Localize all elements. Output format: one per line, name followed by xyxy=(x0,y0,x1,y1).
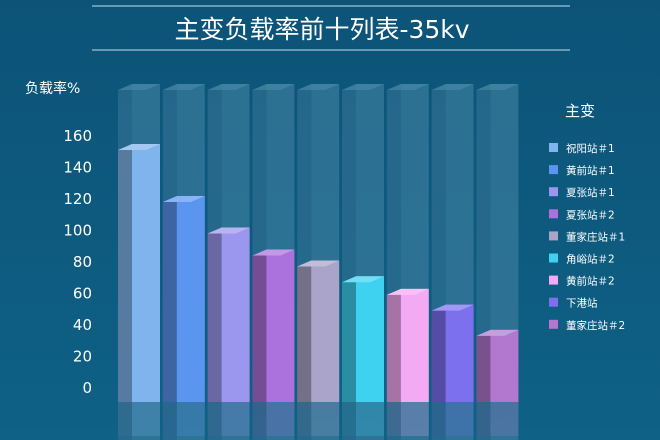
bar-top-face xyxy=(252,249,295,256)
legend-label: 黄前站＃1 xyxy=(566,164,615,177)
bar-front-face xyxy=(311,260,340,402)
legend-swatch xyxy=(549,143,558,152)
bar-front-face xyxy=(400,288,429,402)
legend-item: 黄前站＃2 xyxy=(549,275,615,288)
bars xyxy=(118,144,519,402)
legend-swatch xyxy=(549,231,558,241)
legend-item: 祝阳站＃1 xyxy=(549,142,615,155)
bar-side-face xyxy=(297,260,312,402)
legend-item: 黄前站＃1 xyxy=(549,164,615,177)
bar-front-face xyxy=(176,195,205,402)
chart-title: 主变负载率前十列表-35kv xyxy=(174,15,469,44)
bar-side-face xyxy=(252,249,267,402)
bar-front-face xyxy=(132,144,160,402)
bar-reflection xyxy=(386,402,429,436)
bar-reflection xyxy=(162,402,205,436)
legend-label: 董家庄站＃1 xyxy=(566,230,625,243)
legend-swatch xyxy=(549,187,558,197)
legend-label: 下港站 xyxy=(566,297,598,310)
legend-label: 董家庄站＃2 xyxy=(566,319,625,332)
legend-item: 董家庄站＃1 xyxy=(549,230,625,243)
y-axis-ticks: 0 20 40 60 80 100 120 140 160 xyxy=(63,127,92,397)
legend-label: 夏张站＃1 xyxy=(566,186,615,199)
bar-side-face xyxy=(162,195,177,402)
legend-swatch xyxy=(549,209,558,219)
bar-front-face xyxy=(445,304,474,402)
y-tick-label: 40 xyxy=(73,316,92,334)
bar-side-face xyxy=(431,304,446,402)
bar-front-face xyxy=(356,276,384,402)
bar-reflection xyxy=(297,402,340,436)
bar-reflection xyxy=(118,402,160,436)
bar xyxy=(252,249,295,402)
y-tick-label: 140 xyxy=(63,159,92,177)
legend-label: 祝阳站＃1 xyxy=(566,142,615,155)
y-axis-label: 负载率% xyxy=(25,80,80,97)
bar xyxy=(476,329,519,402)
bar xyxy=(162,195,205,402)
bar-reflection xyxy=(342,402,384,436)
bar-top-face xyxy=(162,195,205,202)
legend-item: 角峪站＃2 xyxy=(549,253,615,266)
bar-reflection xyxy=(207,402,250,436)
legend: 祝阳站＃1 黄前站＃1 夏张站＃1 夏张站＃2 董家庄站＃1 角峪站＃2 黄前站＃2 下港站董… xyxy=(549,142,625,332)
bar-side-face xyxy=(386,288,401,402)
bar-top-face xyxy=(476,329,519,336)
bar xyxy=(342,276,384,402)
legend-swatch xyxy=(549,165,558,175)
legend-label: 角峪站＃2 xyxy=(566,253,615,266)
y-tick-label: 80 xyxy=(73,253,92,271)
legend-label: 黄前站＃2 xyxy=(566,275,615,288)
y-tick-label: 120 xyxy=(63,190,92,208)
legend-swatch xyxy=(549,253,558,263)
bar-front-face xyxy=(266,249,295,402)
bar xyxy=(118,144,160,402)
bar-side-face xyxy=(118,144,132,402)
y-tick-label: 100 xyxy=(63,222,92,240)
bar-side-face xyxy=(342,276,356,402)
bar-front-face xyxy=(221,227,250,402)
legend-title: 主变 xyxy=(565,102,595,120)
bar-reflection xyxy=(252,402,295,436)
bar xyxy=(431,304,474,402)
bar-reflection xyxy=(431,402,474,436)
bar xyxy=(297,260,340,402)
y-tick-label: 160 xyxy=(63,127,92,145)
y-tick-label: 60 xyxy=(73,285,92,303)
bar-reflections xyxy=(118,402,519,436)
legend-item: 董家庄站＃2 xyxy=(549,319,625,332)
bar-top-face xyxy=(207,227,250,234)
legend-swatch xyxy=(549,297,558,307)
bar-reflection xyxy=(476,402,519,436)
legend-swatch xyxy=(549,275,558,285)
y-tick-label: 0 xyxy=(82,379,92,397)
legend-label: 夏张站＃2 xyxy=(566,208,615,221)
bar-top-face xyxy=(386,288,429,295)
legend-item: 下港站 xyxy=(549,297,598,310)
bar-top-face xyxy=(342,276,384,283)
bar-top-face xyxy=(431,304,474,311)
bar-top-face xyxy=(297,260,340,267)
legend-item: 夏张站＃2 xyxy=(549,208,615,221)
legend-swatch xyxy=(549,319,558,329)
bar-front-face xyxy=(490,329,519,402)
legend-item: 夏张站＃1 xyxy=(549,186,615,199)
bar xyxy=(386,288,429,402)
bar-top-face xyxy=(118,144,160,150)
bar-side-face xyxy=(476,329,491,402)
bar-side-face xyxy=(207,227,222,402)
y-tick-label: 20 xyxy=(73,348,92,366)
bar xyxy=(207,227,250,402)
